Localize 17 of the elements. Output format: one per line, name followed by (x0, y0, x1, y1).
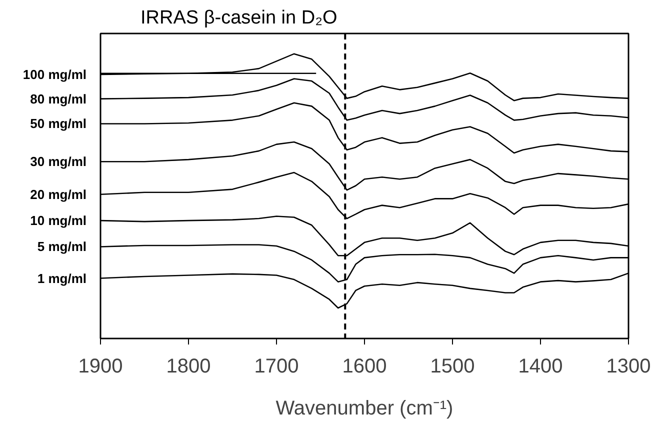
chart-title: IRRAS β-casein in D₂O (140, 8, 338, 28)
series-label: 100 mg/ml (22, 66, 87, 82)
x-tick-label: 1900 (78, 356, 123, 378)
x-tick-label: 1400 (518, 356, 563, 378)
x-tick-label: 1500 (430, 356, 475, 378)
x-tick-label: 1300 (606, 356, 651, 378)
series-label: 30 mg/ml (30, 154, 87, 170)
x-tick-label: 1800 (166, 356, 211, 378)
series-label: 10 mg/ml (30, 213, 87, 228)
series-label: 80 mg/ml (30, 91, 87, 106)
series-label: 20 mg/ml (30, 186, 87, 202)
series-label: 5 mg/ml (37, 239, 86, 254)
x-axis-title: Wavenumber (cm⁻¹) (276, 398, 454, 420)
x-tick-label: 1700 (254, 356, 299, 378)
x-tick-label: 1600 (342, 356, 387, 378)
series-label: 50 mg/ml (30, 116, 87, 132)
series-label: 1 mg/ml (37, 270, 86, 286)
